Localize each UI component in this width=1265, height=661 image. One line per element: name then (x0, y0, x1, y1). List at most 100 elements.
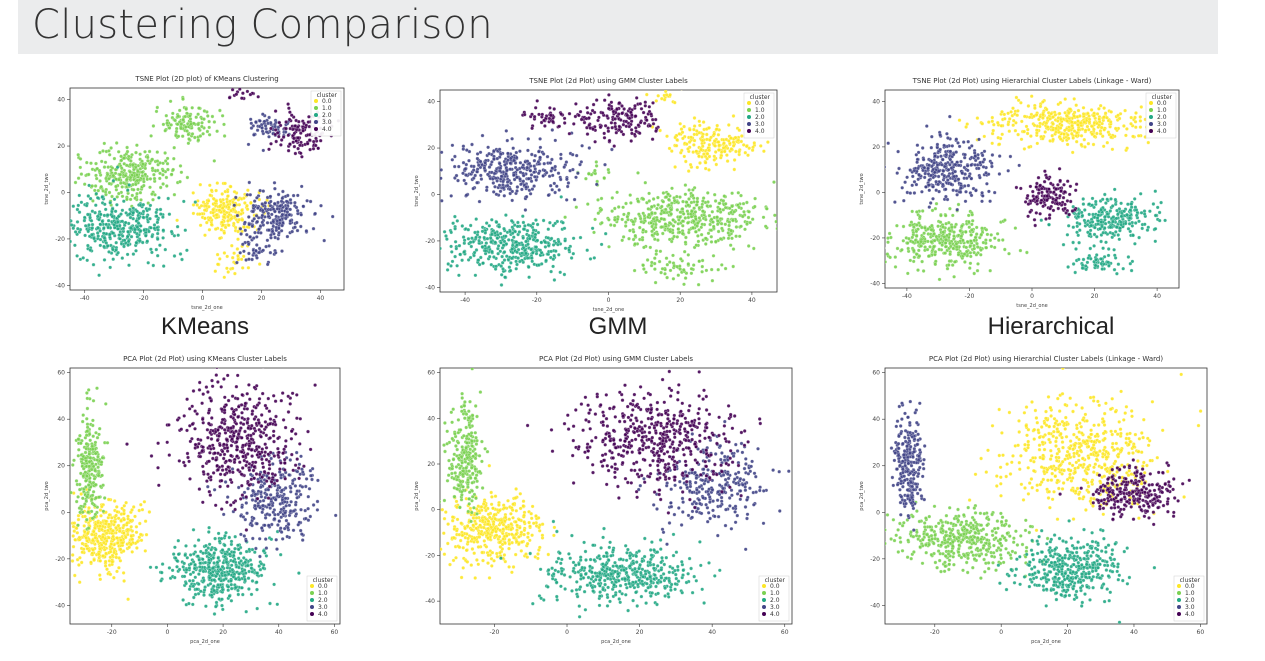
point (1069, 120, 1074, 124)
point (1027, 145, 1031, 149)
point (641, 263, 646, 268)
point (919, 225, 924, 230)
point (71, 226, 76, 231)
point (980, 194, 985, 198)
point (176, 114, 180, 119)
point (73, 180, 78, 185)
point (885, 252, 890, 256)
point (1093, 263, 1098, 268)
point (600, 111, 605, 115)
point (150, 157, 154, 162)
point (288, 207, 293, 212)
point (966, 139, 971, 144)
point (1026, 214, 1030, 219)
point (94, 176, 99, 181)
point (553, 190, 557, 195)
point (186, 141, 191, 146)
point (197, 106, 201, 110)
point (938, 241, 942, 245)
point (980, 121, 985, 126)
y-tick-label: 20 (57, 463, 65, 470)
point (699, 205, 704, 210)
point (496, 244, 501, 248)
point (603, 162, 607, 167)
point (621, 122, 626, 127)
point (263, 206, 268, 211)
point (261, 148, 266, 153)
point (559, 195, 564, 199)
point (154, 109, 159, 114)
point (509, 261, 513, 265)
point (550, 166, 555, 171)
point (1025, 127, 1030, 132)
point (47, 226, 50, 229)
point (161, 168, 166, 173)
point (128, 215, 133, 220)
point (86, 229, 91, 234)
point (969, 144, 974, 148)
point (478, 150, 483, 155)
point (737, 205, 741, 210)
point (921, 157, 926, 162)
point (273, 109, 278, 113)
point (548, 220, 552, 225)
point (1133, 241, 1137, 246)
point (557, 124, 562, 129)
point (1112, 253, 1117, 258)
point (931, 196, 935, 201)
point (111, 247, 115, 252)
point (220, 192, 225, 196)
point (516, 256, 520, 260)
point (734, 149, 738, 154)
x-tick-label: 0 (166, 629, 170, 636)
point (245, 89, 250, 94)
point (551, 243, 556, 247)
point (694, 243, 699, 248)
point (217, 257, 222, 261)
point (978, 160, 982, 165)
point (387, 168, 390, 171)
point (475, 156, 480, 161)
point (669, 212, 674, 216)
point (917, 172, 921, 177)
point (725, 159, 730, 163)
point (621, 235, 626, 239)
point (1067, 212, 1072, 217)
series-0.0 (644, 90, 770, 173)
point (521, 179, 526, 184)
point (477, 199, 482, 204)
point (945, 266, 950, 271)
point (633, 233, 638, 238)
point (949, 166, 954, 170)
point (500, 260, 505, 265)
point (508, 268, 513, 273)
point (643, 180, 648, 185)
point (254, 248, 258, 253)
point (1088, 232, 1092, 236)
point (594, 182, 599, 187)
point (1102, 254, 1107, 259)
point (295, 125, 300, 130)
point (689, 209, 694, 214)
point (1098, 103, 1103, 108)
point (963, 260, 967, 264)
y-axis-label: tsne_2d_two (859, 173, 865, 204)
point (1024, 124, 1029, 129)
point (693, 210, 698, 214)
point (1042, 179, 1047, 184)
point (278, 204, 283, 208)
point (550, 173, 555, 178)
point (240, 208, 244, 213)
point (975, 241, 979, 246)
point (912, 179, 917, 184)
point (739, 134, 744, 138)
point (245, 192, 250, 197)
series-2.0 (1039, 187, 1167, 276)
point (305, 198, 309, 203)
point (901, 224, 906, 229)
point (709, 240, 714, 244)
point (279, 228, 284, 233)
point (922, 231, 926, 236)
point (155, 220, 160, 225)
point (704, 137, 709, 142)
